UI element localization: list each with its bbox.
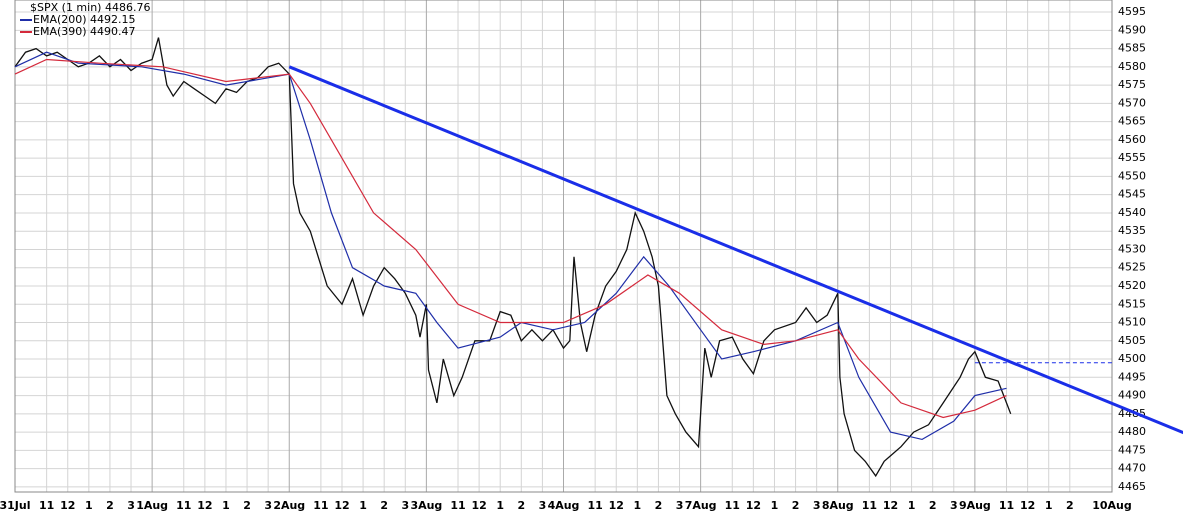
x-tick-label: 4Aug bbox=[548, 499, 580, 512]
x-tick-label: 11 bbox=[999, 499, 1014, 512]
y-tick-label: 4505 bbox=[1118, 334, 1146, 347]
legend-label: EMA(390) 4490.47 bbox=[33, 25, 136, 38]
series-line bbox=[14, 58, 1007, 419]
y-tick-label: 4480 bbox=[1118, 425, 1146, 438]
x-tick-label: 9Aug bbox=[959, 499, 991, 512]
x-tick-label: 11 bbox=[862, 499, 877, 512]
x-tick-label: 2 bbox=[243, 499, 251, 512]
legend-label: $SPX (1 min) 4486.76 bbox=[30, 1, 150, 14]
x-tick-label: 3Aug bbox=[410, 499, 442, 512]
y-tick-label: 4555 bbox=[1118, 151, 1146, 164]
trend-line bbox=[288, 65, 1183, 435]
x-tick-label: 1 bbox=[771, 499, 779, 512]
y-tick-label: 4525 bbox=[1118, 261, 1146, 274]
y-tick-label: 4540 bbox=[1118, 206, 1146, 219]
y-tick-label: 4565 bbox=[1118, 115, 1146, 128]
y-tick-label: 4470 bbox=[1118, 462, 1146, 475]
y-tick-label: 4545 bbox=[1118, 188, 1146, 201]
x-tick-label: 1 bbox=[85, 499, 93, 512]
series-line bbox=[14, 37, 1012, 478]
x-tick-label: 1Aug bbox=[136, 499, 168, 512]
x-tick-label: 12 bbox=[197, 499, 212, 512]
x-tick-label: 3 bbox=[264, 499, 272, 512]
y-tick-label: 4590 bbox=[1118, 23, 1146, 36]
x-tick-label: 11 bbox=[725, 499, 740, 512]
y-tick-label: 4575 bbox=[1118, 78, 1146, 91]
x-tick-label: 12 bbox=[746, 499, 761, 512]
x-tick-label: 11 bbox=[313, 499, 328, 512]
x-tick-label: 12 bbox=[883, 499, 898, 512]
x-tick-label: 2 bbox=[380, 499, 388, 512]
x-tick-label: 1 bbox=[1045, 499, 1053, 512]
x-tick-label: 1 bbox=[908, 499, 916, 512]
x-tick-label: 1 bbox=[634, 499, 642, 512]
x-tick-label: 12 bbox=[609, 499, 624, 512]
x-tick-label: 2 bbox=[655, 499, 663, 512]
x-tick-label: 12 bbox=[471, 499, 486, 512]
x-tick-label: 2 bbox=[106, 499, 114, 512]
y-tick-label: 4490 bbox=[1118, 389, 1146, 402]
y-tick-label: 4510 bbox=[1118, 316, 1146, 329]
y-tick-label: 4515 bbox=[1118, 297, 1146, 310]
x-tick-label: 10Aug bbox=[1092, 499, 1132, 512]
y-tick-label: 4465 bbox=[1118, 480, 1146, 493]
x-tick-label: 11 bbox=[176, 499, 191, 512]
plot-frame bbox=[14, 0, 1113, 493]
x-tick-label: 3 bbox=[813, 499, 821, 512]
x-tick-label: 2 bbox=[517, 499, 525, 512]
x-tick-label: 12 bbox=[334, 499, 349, 512]
y-tick-label: 4585 bbox=[1118, 42, 1146, 55]
y-tick-label: 4570 bbox=[1118, 96, 1146, 109]
y-tick-label: 4560 bbox=[1118, 133, 1146, 146]
x-tick-label: 8Aug bbox=[822, 499, 854, 512]
x-tick-label: 3 bbox=[950, 499, 958, 512]
x-tick-label: 3 bbox=[676, 499, 684, 512]
x-tick-label: 11 bbox=[39, 499, 54, 512]
x-tick-label: 31Jul bbox=[0, 499, 31, 512]
x-tick-label: 1 bbox=[359, 499, 367, 512]
x-tick-label: 12 bbox=[1020, 499, 1035, 512]
x-tick-label: 2Aug bbox=[273, 499, 305, 512]
y-tick-label: 4500 bbox=[1118, 352, 1146, 365]
x-tick-label: 11 bbox=[450, 499, 465, 512]
y-tick-label: 4530 bbox=[1118, 242, 1146, 255]
legend-label: EMA(200) 4492.15 bbox=[33, 13, 136, 26]
x-tick-label: 3 bbox=[539, 499, 547, 512]
y-tick-label: 4520 bbox=[1118, 279, 1146, 292]
x-tick-label: 2 bbox=[1066, 499, 1074, 512]
x-tick-label: 7Aug bbox=[685, 499, 717, 512]
x-tick-label: 3 bbox=[127, 499, 135, 512]
y-tick-label: 4595 bbox=[1118, 5, 1146, 18]
x-tick-label: 11 bbox=[587, 499, 602, 512]
y-tick-label: 4550 bbox=[1118, 169, 1146, 182]
y-tick-label: 4495 bbox=[1118, 370, 1146, 383]
x-tick-label: 1 bbox=[496, 499, 504, 512]
x-tick-label: 1 bbox=[222, 499, 230, 512]
series-line bbox=[14, 51, 1007, 441]
x-tick-label: 2 bbox=[929, 499, 937, 512]
x-tick-label: 3 bbox=[401, 499, 409, 512]
y-tick-label: 4535 bbox=[1118, 224, 1146, 237]
x-tick-label: 2 bbox=[792, 499, 800, 512]
x-tick-label: 12 bbox=[60, 499, 75, 512]
y-tick-label: 4580 bbox=[1118, 60, 1146, 73]
y-tick-label: 4475 bbox=[1118, 443, 1146, 456]
